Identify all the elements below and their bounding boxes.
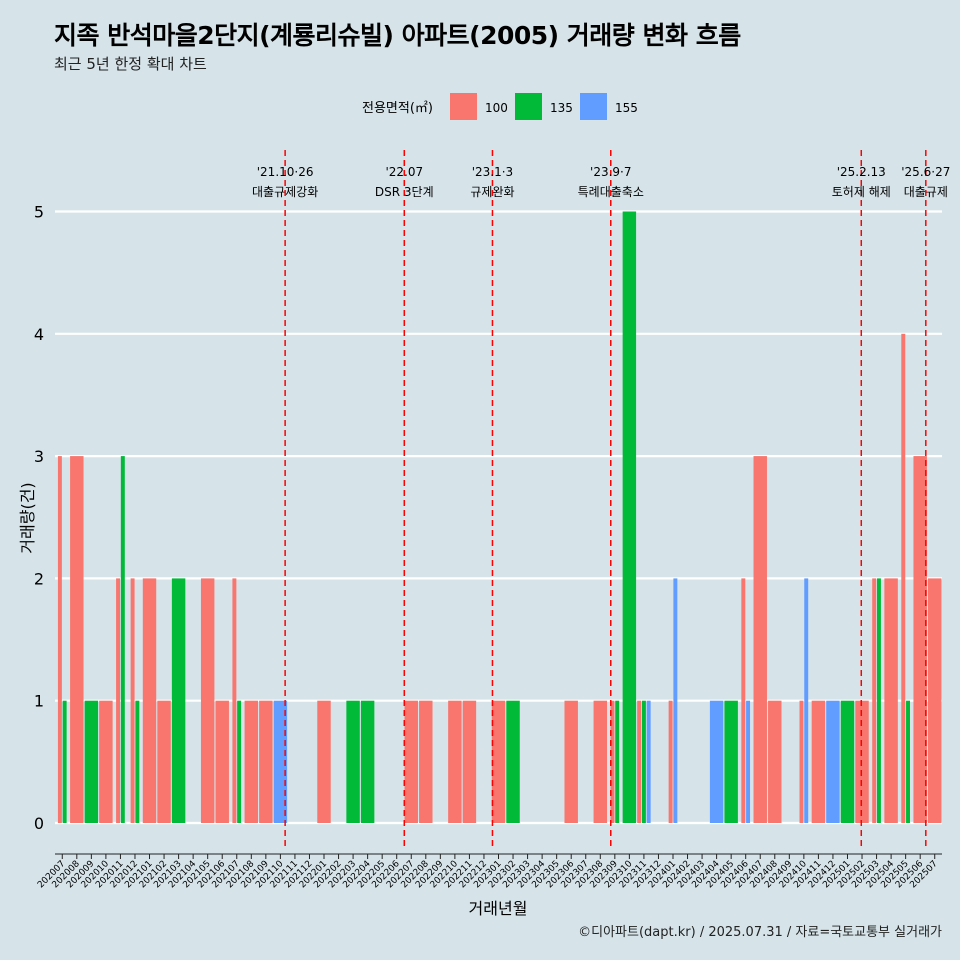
event-date-label: '25.6·27 <box>901 165 950 179</box>
legend-label-155: 155 <box>615 101 638 115</box>
bar-135-202311 <box>641 700 646 823</box>
legend-label-135: 135 <box>550 101 573 115</box>
bar-100-202210 <box>448 700 462 823</box>
bar-155-202110 <box>273 700 288 823</box>
legend-swatch-155 <box>580 93 607 120</box>
y-tick-label: 5 <box>34 203 44 222</box>
bar-100-202109 <box>259 700 273 823</box>
event-date-label: '25.2.13 <box>837 165 886 179</box>
bar-100-202406 <box>741 578 746 823</box>
event-date-label: '23.9·7 <box>590 165 631 179</box>
bar-135-202309 <box>615 700 620 823</box>
bar-135-202009 <box>84 700 99 823</box>
bar-100-202506 <box>913 456 927 823</box>
bar-135-202011 <box>120 456 125 823</box>
chart-subtitle: 최근 5년 한정 확대 차트 <box>54 55 207 73</box>
bar-100-202008 <box>70 456 84 823</box>
bar-100-202208 <box>419 700 433 823</box>
x-axis-title: 거래년월 <box>469 899 528 918</box>
bar-100-202411 <box>811 700 826 823</box>
bar-100-202107 <box>232 578 237 823</box>
bar-100-202108 <box>244 700 259 823</box>
bar-100-202408 <box>768 700 782 823</box>
bar-100-202505 <box>901 333 906 823</box>
event-desc-label: 규제완화 <box>470 185 514 199</box>
event-desc-label: DSR 3단계 <box>375 185 434 199</box>
y-tick-label: 2 <box>34 569 44 588</box>
event-desc-label: 토허제 해제 <box>832 185 891 199</box>
bar-155-202412 <box>826 700 840 823</box>
event-markers: '21.10·26 대출규제강화 '22.07 DSR 3단계 '23.1·3 규제완화 '… <box>252 150 950 850</box>
bar-155-202311 <box>646 700 651 823</box>
source-caption: ©디아파트(dapt.kr) / 2025.07.31 / 자료=국토교통부 실… <box>578 925 942 940</box>
bar-100-202504 <box>884 578 898 823</box>
legend-label-100: 100 <box>485 101 508 115</box>
legend-title: 전용면적(㎡) <box>362 101 433 116</box>
bar-155-202410 <box>804 578 809 823</box>
bar-100-202007 <box>57 456 62 823</box>
bar-100-202309 <box>610 700 615 823</box>
chart-title: 지족 반석마을2단지(계룡리슈빌) 아파트(2005) 거래량 변화 흐름 <box>54 21 741 50</box>
bar-135-202012 <box>135 700 140 823</box>
y-tick-label: 0 <box>34 814 44 833</box>
bars <box>57 211 942 823</box>
bar-100-202201 <box>317 700 331 823</box>
bar-100-202407 <box>753 456 767 823</box>
y-axis-title: 거래량(건) <box>18 482 37 553</box>
bar-100-202010 <box>99 700 113 823</box>
bar-100-202401 <box>668 700 673 823</box>
bar-100-202507 <box>928 578 942 823</box>
bar-100-202301 <box>491 700 506 823</box>
bar-100-202105 <box>200 578 215 823</box>
bar-135-202405 <box>724 700 738 823</box>
bar-100-202102 <box>157 700 171 823</box>
legend: 전용면적(㎡) 100 135 155 <box>362 93 638 120</box>
bar-135-202302 <box>506 700 520 823</box>
y-tick-label: 1 <box>34 692 44 711</box>
bar-135-202505 <box>906 700 910 823</box>
bar-100-202011 <box>116 578 121 823</box>
bar-100-202503 <box>872 578 877 823</box>
bar-100-202106 <box>215 700 229 823</box>
bar-135-202007 <box>62 700 67 823</box>
bar-100-202308 <box>593 700 608 823</box>
bar-100-202207 <box>404 700 418 823</box>
bar-135-202204 <box>360 700 375 823</box>
event-desc-label: 대출규제강화 <box>252 185 318 199</box>
bar-135-202501 <box>840 700 855 823</box>
bar-100-202101 <box>142 578 157 823</box>
bar-135-202310 <box>622 211 637 823</box>
event-date-label: '21.10·26 <box>257 165 314 179</box>
bar-100-202311 <box>637 700 642 823</box>
bar-135-202503 <box>876 578 881 823</box>
bar-100-202410 <box>799 700 804 823</box>
bar-135-202203 <box>346 700 360 823</box>
bar-155-202404 <box>709 700 724 823</box>
event-desc-label: 대출규제 <box>904 185 948 199</box>
y-tick-label: 3 <box>34 447 44 466</box>
bar-155-202406 <box>746 700 751 823</box>
bar-100-202012 <box>130 578 135 823</box>
bar-100-202306 <box>564 700 578 823</box>
event-date-label: '22.07 <box>385 165 423 179</box>
bar-135-202103 <box>171 578 186 823</box>
event-desc-label: 특례대출축소 <box>578 185 644 199</box>
bar-135-202107 <box>237 700 242 823</box>
event-date-label: '23.1·3 <box>472 165 513 179</box>
legend-swatch-100 <box>450 93 477 120</box>
bar-100-202211 <box>462 700 477 823</box>
y-tick-label: 4 <box>34 325 44 344</box>
bar-155-202401 <box>673 578 678 823</box>
legend-swatch-135 <box>515 93 542 120</box>
